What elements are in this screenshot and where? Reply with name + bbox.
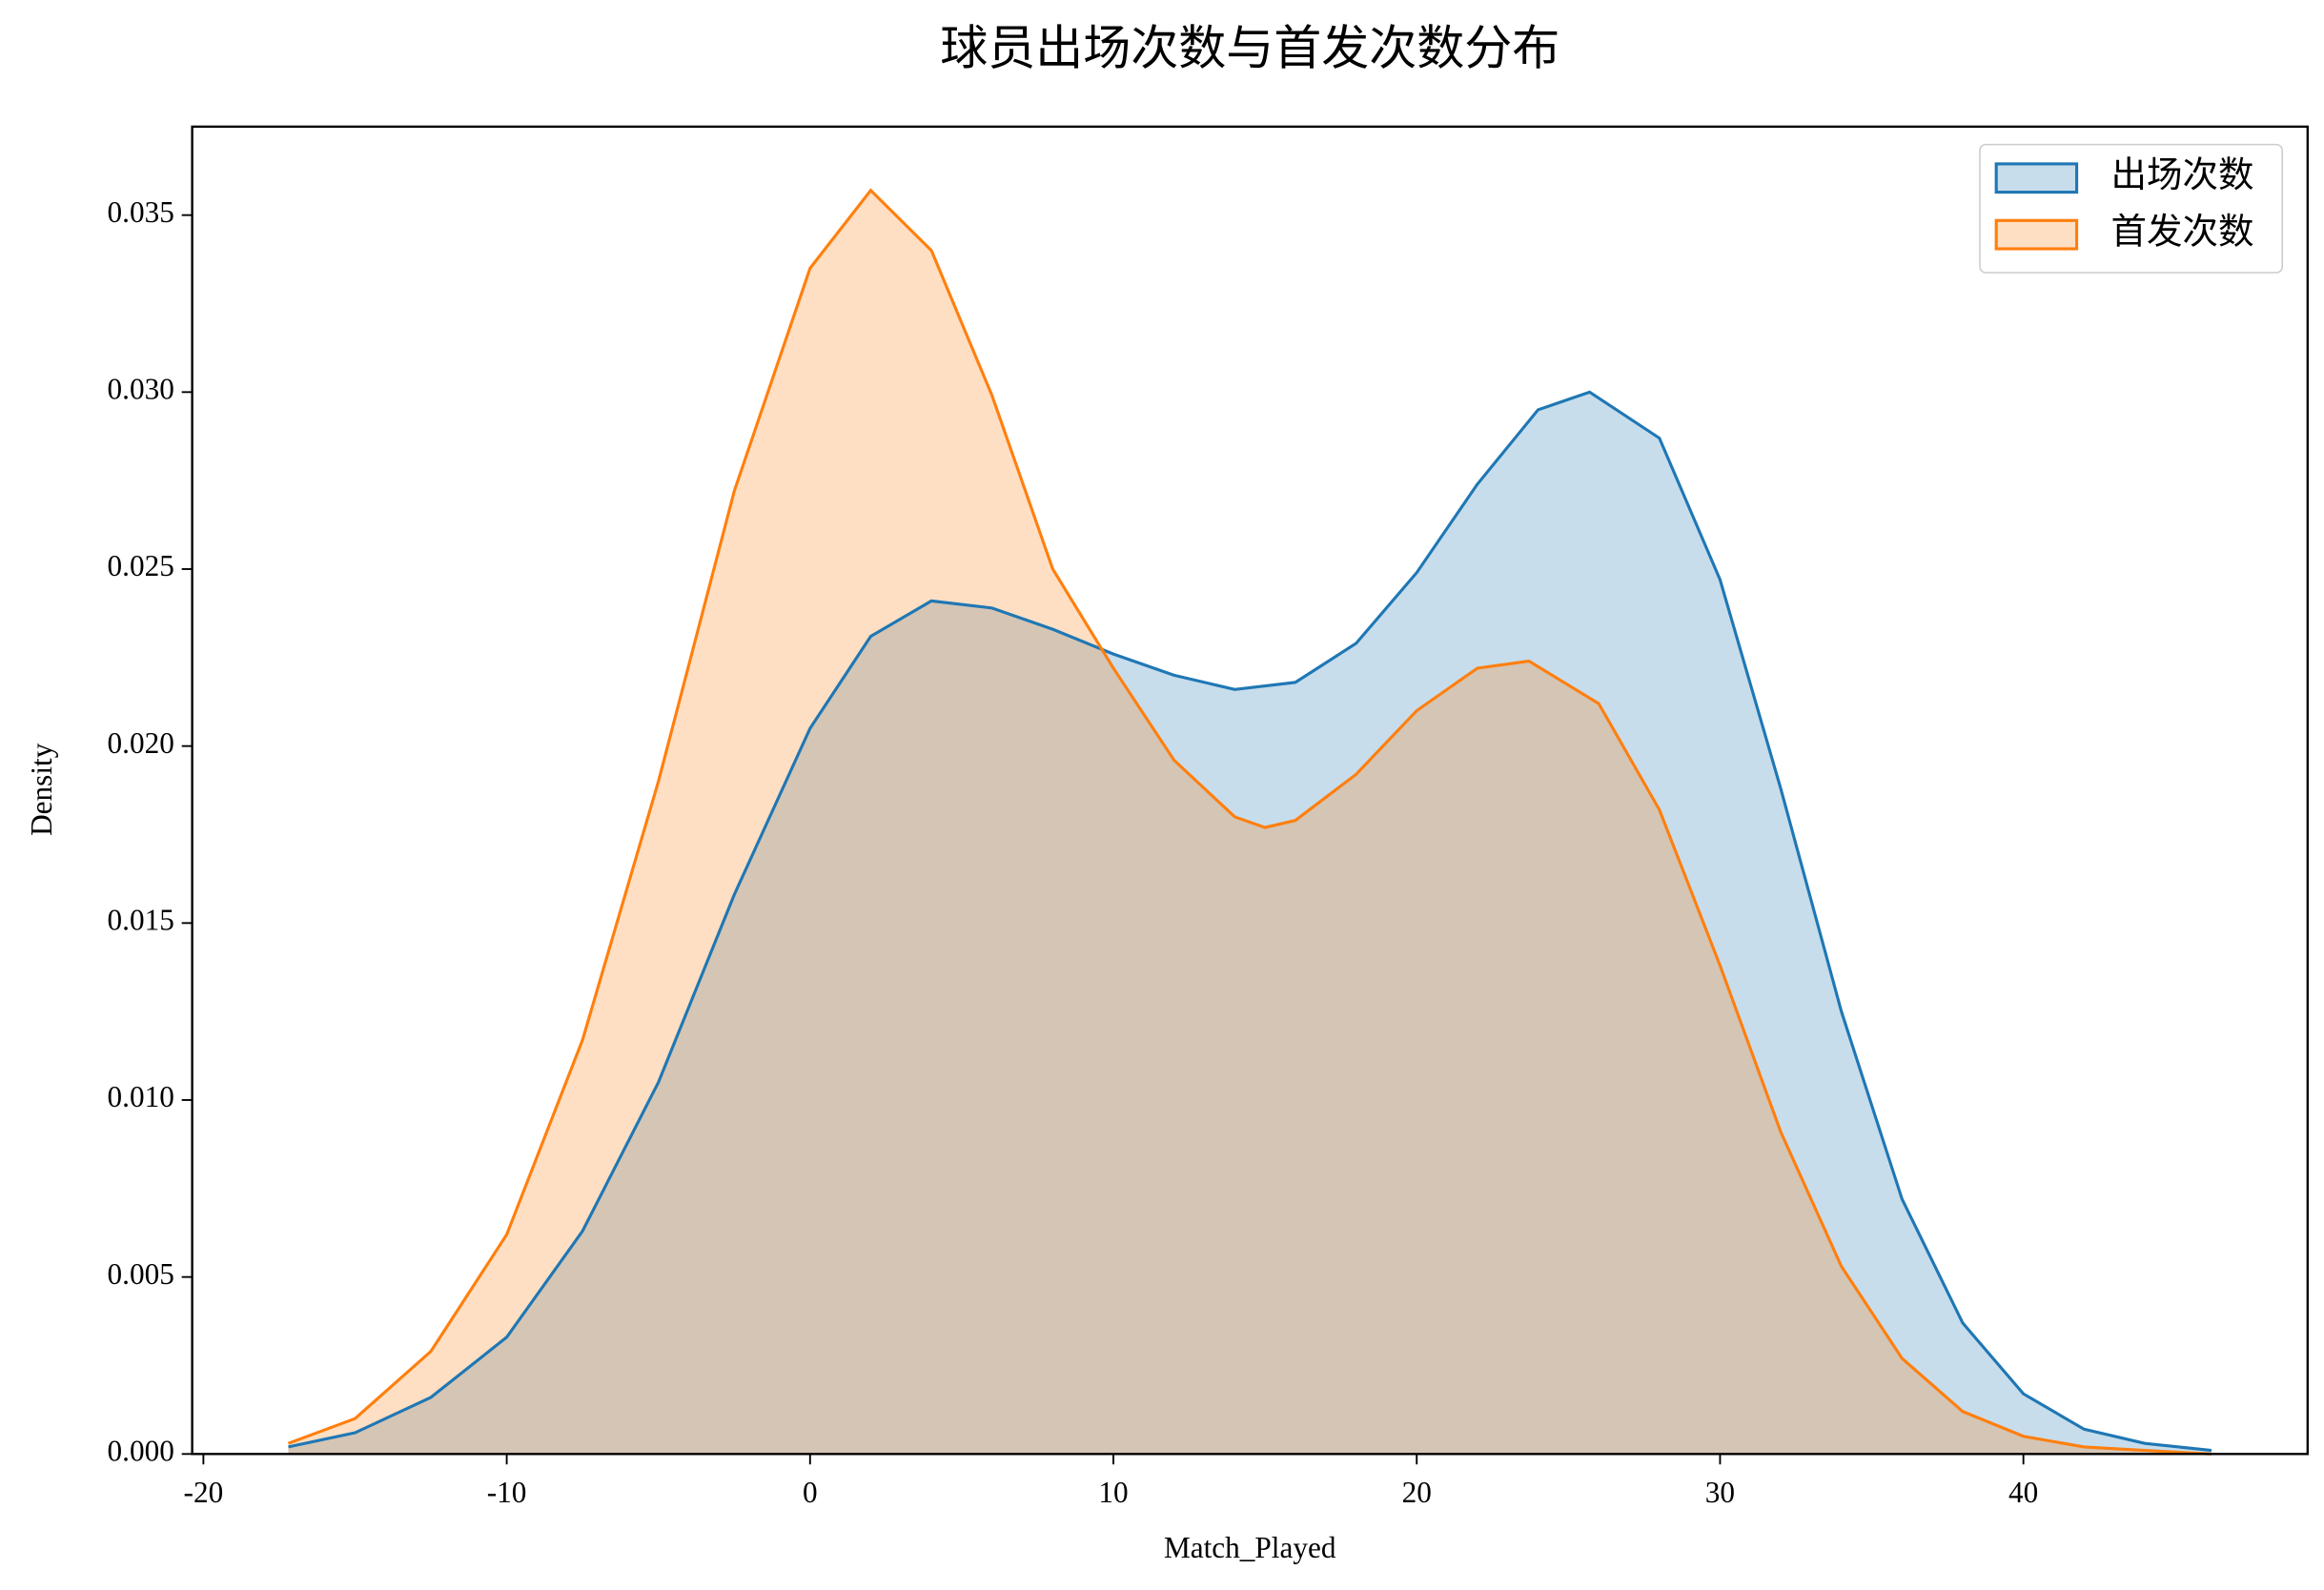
x-tick-label: 10 [1098,1476,1128,1509]
plot-area [287,188,2212,1456]
y-tick-label: 0.005 [108,1257,174,1291]
axes: -20 -10 0 10 20 30 40 0.000 0.005 0.010 0.015 0.020… [108,125,2309,1509]
legend-box [1979,143,2284,274]
legend-label: 首发次数 [2111,213,2254,253]
y-tick-label: 0.015 [108,903,174,936]
legend-swatch [1994,218,2079,251]
legend-label: 出场次数 [2111,156,2254,195]
density-line [288,390,2212,1453]
y-tick-label: 0.010 [108,1080,174,1113]
density-area [288,392,2212,1455]
y-tick-label: 0.000 [108,1434,174,1467]
axes-frame [191,125,2309,1456]
y-tick-label: 0.025 [108,549,174,582]
x-tick-label: -10 [487,1476,527,1509]
x-tick-label: 0 [803,1476,818,1509]
density-line [287,188,2212,1456]
x-tick-label: -20 [184,1476,224,1509]
x-tick-label: 40 [2008,1476,2038,1509]
x-tick-label: 20 [1402,1476,1432,1509]
x-tick-label: 30 [1705,1476,1735,1509]
legend-swatch [1994,162,2079,194]
x-axis-label: Match_Played [1164,1531,1336,1564]
y-tick-label: 0.030 [108,373,174,406]
chart-title: 球员出场次数与首发次数分布 [940,22,1560,75]
y-tick-label: 0.035 [108,195,174,229]
y-axis-label: Density [25,743,58,836]
y-tick-label: 0.020 [108,726,174,760]
